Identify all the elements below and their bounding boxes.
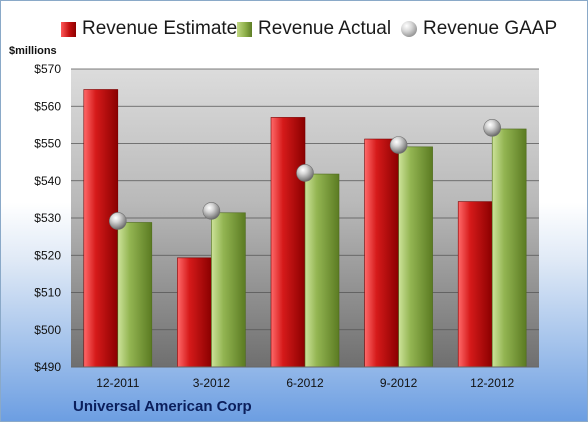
y-axis-units-label: $millions — [9, 45, 57, 57]
marker-revenue-gaap — [389, 136, 408, 154]
bar-revenue-estimate — [177, 257, 212, 368]
bar-revenue-actual — [398, 146, 433, 368]
y-axis-tick-labels: $490 $500 $510 $520 $530 $540 $550 $560 $570 — [34, 62, 61, 374]
y-tick-label: $500 — [34, 323, 61, 337]
legend-label-gaap: Revenue GAAP — [423, 18, 558, 39]
x-axis-tick-labels: 12-2011 3-2012 6-2012 9-2012 12-2012 — [96, 376, 514, 390]
y-tick-label: $490 — [34, 360, 61, 374]
y-tick-label: $560 — [34, 99, 61, 113]
legend: Revenue Estimate Revenue Actual Revenue … — [1, 15, 587, 43]
y-tick-label: $550 — [34, 137, 61, 151]
chart-canvas: $490 $500 $510 $520 $530 $540 $550 $560 $570 12-… — [34, 62, 539, 390]
legend-item-revenue-actual: Revenue Actual — [237, 15, 391, 43]
legend-item-revenue-estimate: Revenue Estimate — [61, 15, 237, 43]
y-tick-label: $570 — [34, 62, 61, 76]
bar-revenue-actual — [304, 173, 340, 368]
legend-swatch-gaap — [401, 21, 417, 37]
legend-label-estimate: Revenue Estimate — [82, 18, 238, 39]
y-tick-label: $540 — [34, 174, 61, 188]
legend-item-revenue-gaap: Revenue GAAP — [401, 15, 557, 43]
marker-revenue-gaap — [296, 164, 314, 182]
marker-revenue-gaap — [483, 119, 502, 137]
x-tick-label: 12-2012 — [470, 376, 514, 390]
x-tick-label: 12-2011 — [96, 376, 139, 390]
legend-label-actual: Revenue Actual — [258, 18, 392, 39]
bar-revenue-estimate — [364, 138, 399, 368]
x-tick-label: 6-2012 — [286, 376, 324, 390]
company-name: Universal American Corp — [73, 398, 252, 415]
y-tick-label: $510 — [34, 286, 61, 300]
legend-swatch-actual — [237, 21, 252, 37]
y-tick-label: $530 — [34, 211, 61, 225]
bar-revenue-estimate — [83, 89, 119, 368]
y-tick-label: $520 — [34, 248, 61, 262]
bar-revenue-estimate — [270, 117, 306, 368]
bar-revenue-actual — [117, 222, 153, 368]
bar-revenue-actual — [211, 212, 246, 368]
x-tick-label: 3-2012 — [193, 376, 231, 390]
bar-revenue-actual — [491, 128, 527, 368]
bars — [83, 89, 527, 368]
marker-revenue-gaap — [109, 212, 127, 230]
legend-swatch-estimate — [61, 21, 76, 37]
bar-revenue-estimate — [457, 201, 493, 368]
gaap-markers — [109, 119, 502, 230]
x-tick-label: 9-2012 — [380, 376, 418, 390]
marker-revenue-gaap — [202, 202, 221, 220]
